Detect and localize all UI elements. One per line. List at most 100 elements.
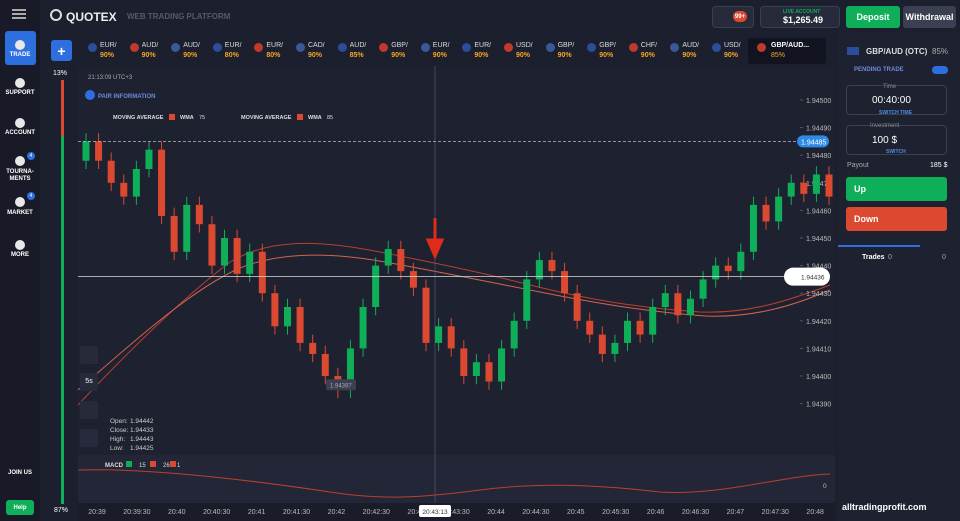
macd-swatch — [126, 461, 132, 467]
candle-body — [221, 238, 229, 266]
sidebar-label[interactable]: MARKET — [7, 210, 33, 216]
candle-body — [422, 287, 430, 343]
investment-value: 100 $ — [872, 135, 898, 146]
x-tick-label: 20:44:30 — [522, 509, 549, 516]
menu-icon[interactable] — [12, 9, 26, 19]
candle-body — [737, 251, 745, 272]
asset-name[interactable]: USD/ — [724, 42, 741, 49]
help-button[interactable]: Help — [6, 500, 34, 515]
asset-name[interactable]: EUR/ — [266, 42, 284, 49]
asset-name[interactable]: GBP/ — [391, 42, 408, 49]
sidebar-icon — [15, 78, 25, 88]
asset-flag — [462, 43, 472, 52]
time-field[interactable] — [846, 85, 947, 115]
ohlc-value: 1.94443 — [130, 436, 154, 443]
asset-name[interactable]: AUD/ — [141, 42, 159, 49]
active-asset-payout: 85% — [771, 52, 786, 59]
candle-body — [321, 353, 329, 376]
x-tick-label: 20:40:30 — [203, 509, 230, 516]
asset-name[interactable]: EUR/ — [432, 42, 450, 49]
crosshair-time: 20:43:13 — [422, 509, 448, 516]
switch-time[interactable]: SWITCH TIME — [879, 110, 913, 116]
tool-button[interactable]: 5s — [80, 373, 98, 391]
asset-flag — [587, 43, 597, 52]
x-tick-label: 20:42 — [328, 509, 346, 516]
indicator-period: 75 — [199, 115, 205, 121]
crosshair-time-tag — [419, 505, 451, 517]
investment-field[interactable] — [846, 125, 947, 155]
pending-count: 0 — [942, 254, 946, 261]
tool-button[interactable] — [80, 429, 98, 447]
deposit-button[interactable]: Deposit — [846, 6, 900, 28]
asset-name[interactable]: EUR/ — [100, 42, 117, 49]
candle-body — [749, 204, 757, 252]
pending-toggle[interactable] — [932, 66, 948, 74]
candle-body — [120, 182, 128, 197]
asset-name[interactable]: CHF/ — [640, 42, 658, 49]
x-tick-label: 20:42:30 — [363, 509, 390, 516]
candle-body — [132, 169, 140, 197]
asset-name[interactable]: GBP/ — [599, 42, 616, 49]
candle-body — [82, 141, 90, 161]
ohlc-label: Open: — [110, 418, 128, 425]
candle-body — [397, 249, 405, 272]
asset-payout: 80% — [224, 52, 239, 59]
sidebar-icon — [15, 118, 25, 128]
pair-info[interactable]: PAIR INFORMATION — [98, 94, 155, 100]
y-tick-label: 1.94440 — [806, 264, 831, 271]
candle-body — [686, 298, 694, 316]
sidebar-label[interactable]: TOURNA- MENTS — [6, 169, 34, 182]
watermark: alltradingprofit.com — [842, 502, 927, 512]
trades-count: 0 — [888, 254, 892, 261]
indicator-swatch — [297, 114, 303, 120]
low-price: 1.94397 — [330, 383, 352, 389]
asset-name[interactable]: USD/ — [516, 42, 533, 49]
candle-body — [561, 271, 569, 294]
x-tick-label: 20:46:30 — [682, 509, 709, 516]
asset-name[interactable]: GBP/ — [557, 42, 575, 49]
sidebar-label[interactable]: MORE — [11, 252, 29, 258]
ohlc-value: 1.94433 — [130, 427, 154, 434]
ohlc-label: Low: — [110, 445, 124, 452]
subtitle: WEB TRADING PLATFORM — [127, 12, 231, 21]
account-switch[interactable] — [760, 6, 840, 28]
add-asset[interactable]: + — [51, 40, 72, 61]
notification-badge: 99+ — [733, 11, 747, 22]
withdrawal-button[interactable]: Withdrawal — [903, 6, 956, 28]
pending-trade: PENDING TRADE — [854, 67, 904, 73]
asset-payout: 85% — [349, 52, 364, 59]
asset-payout: 90% — [516, 52, 531, 59]
sentiment-bar-up — [61, 80, 64, 136]
join-link[interactable]: JOIN US — [7, 470, 32, 476]
sidebar-label[interactable]: SUPPORT — [5, 90, 35, 96]
payout-value: 185 $ — [930, 162, 948, 169]
y-tick-label: 1.94460 — [806, 208, 831, 215]
trades-tab[interactable]: Trades — [862, 254, 885, 261]
sidebar-label[interactable]: ACCOUNT — [5, 130, 35, 136]
up-button[interactable]: Up — [846, 177, 947, 201]
asset-flag — [254, 43, 264, 52]
down-button[interactable]: Down — [846, 207, 947, 231]
candle-body — [271, 293, 279, 327]
x-tick-label: 20:45:30 — [602, 509, 629, 516]
asset-name[interactable]: AUD/ — [183, 42, 200, 49]
asset-name[interactable]: EUR/ — [224, 42, 242, 49]
asset-name[interactable]: AUD/ — [682, 42, 700, 49]
candle-body — [472, 362, 480, 376]
y-tick-label: 1.94420 — [806, 319, 831, 326]
flag — [757, 43, 766, 52]
asset-name[interactable]: AUD/ — [349, 42, 367, 49]
asset-name[interactable]: CAD/ — [308, 42, 325, 49]
asset-payout: 90% — [640, 52, 655, 59]
candle-body — [372, 265, 380, 307]
switch[interactable]: SWITCH — [886, 149, 906, 155]
x-tick-label: 20:43 — [407, 509, 425, 516]
asset-name[interactable]: EUR/ — [474, 42, 492, 49]
tool-button[interactable] — [80, 346, 98, 364]
candle-body — [548, 260, 556, 272]
candle-body — [674, 293, 682, 316]
asset-payout: 90% — [724, 52, 739, 59]
sidebar-label[interactable]: TRADE — [9, 52, 31, 58]
asset-flag — [628, 43, 638, 52]
tool-button[interactable] — [80, 401, 98, 419]
